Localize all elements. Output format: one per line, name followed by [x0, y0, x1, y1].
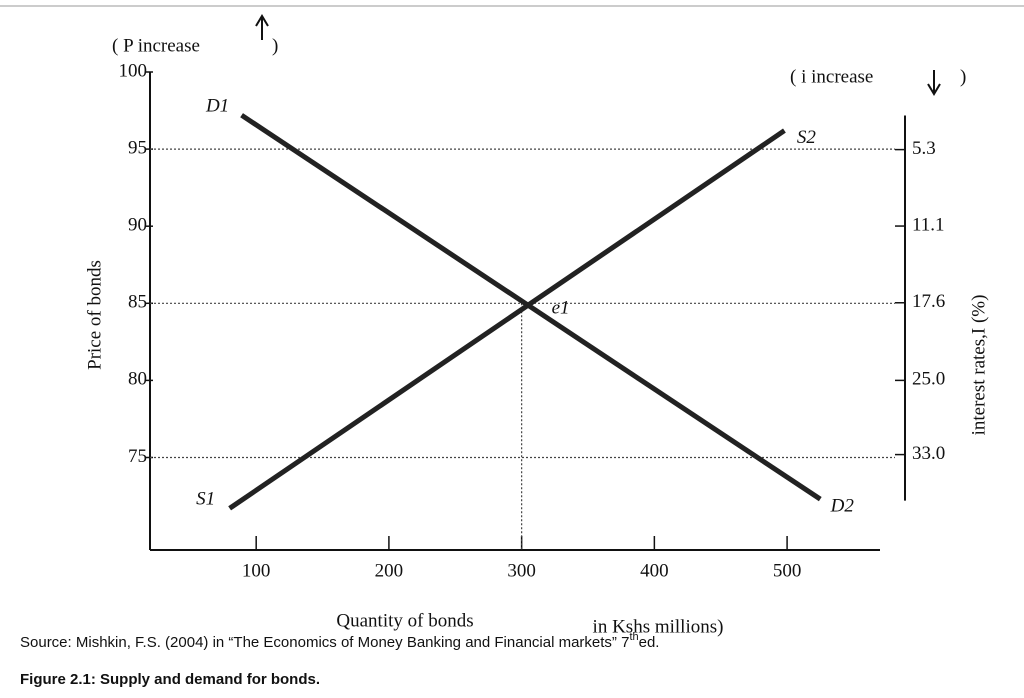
left-note-close: )	[272, 35, 278, 56]
down-arrow	[927, 70, 941, 96]
y2-tick-label: 11.1	[912, 214, 945, 235]
series-label: S1	[196, 489, 215, 510]
series-label: D1	[205, 96, 229, 117]
equilibrium-label: e1	[552, 298, 570, 319]
y2-tick-label: 5.3	[912, 138, 936, 159]
y2-tick-label: 25.0	[912, 369, 945, 390]
left-note: ( P increase	[112, 35, 200, 56]
series-label: D2	[830, 495, 855, 516]
y-tick-label: 80	[128, 369, 147, 390]
y-axis-title: Price of bonds	[84, 260, 105, 370]
x-tick-label: 300	[507, 560, 536, 581]
x-tick-label: 100	[242, 560, 271, 581]
source-text: Source: Mishkin, F.S. (2004) in “The Eco…	[20, 634, 629, 651]
x-tick-label: 200	[375, 560, 404, 581]
right-note-close: )	[960, 66, 966, 87]
series-line	[240, 113, 822, 502]
y2-tick-label: 33.0	[912, 443, 945, 464]
y-tick-label: 85	[128, 292, 147, 313]
right-note: ( i increase	[790, 66, 873, 87]
series-label: S2	[797, 127, 817, 148]
source-sup: th	[629, 631, 638, 643]
x-axis-title: Quantity of bonds	[336, 610, 473, 631]
y-tick-label: 100	[119, 60, 148, 81]
y-tick-label: 75	[128, 446, 147, 467]
y2-axis-title: interest rates,I (%)	[968, 295, 989, 436]
caption: Figure 2.1: Supply and demand for bonds.	[20, 671, 320, 688]
up-arrow	[255, 14, 269, 40]
y-tick-label: 90	[128, 215, 147, 236]
source: Source: Mishkin, F.S. (2004) in “The Eco…	[20, 631, 659, 651]
y2-tick-label: 17.6	[912, 291, 945, 312]
x-tick-label: 500	[773, 560, 802, 581]
x-tick-label: 400	[640, 560, 669, 581]
source-end: ed.	[639, 634, 660, 651]
y-tick-label: 95	[128, 137, 147, 158]
series-line	[228, 128, 786, 511]
x-axis-unit: in Kshs millions)	[593, 616, 724, 637]
